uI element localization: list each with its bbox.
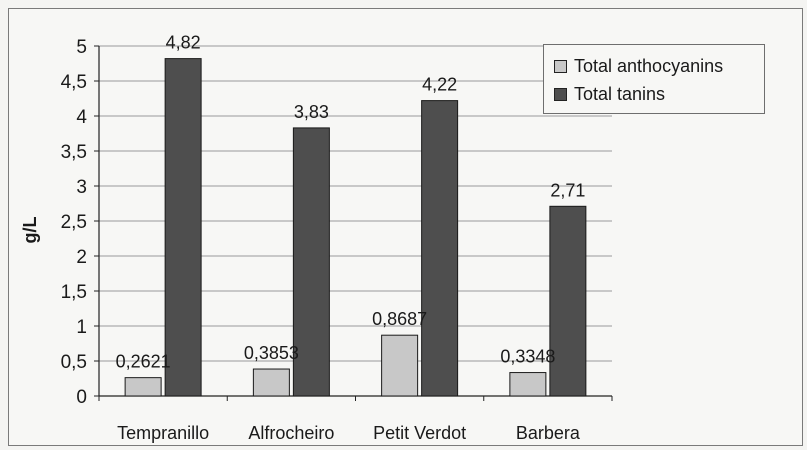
y-tick-label: 1,5 [61, 282, 87, 303]
y-tick-label: 5 [76, 37, 87, 58]
legend-label-anthocyanins: Total anthocyanins [574, 55, 724, 76]
bar-anthocyanins [252, 368, 290, 397]
data-labels: 0,2621 4,82 0,3853 3,83 0,8687 4,22 0,3348 2,71 [116, 33, 586, 372]
bar-tanins [421, 100, 459, 397]
bars [124, 58, 587, 397]
bar-anthocyanins [381, 334, 419, 397]
y-tick-label: 1 [76, 317, 87, 338]
legend-item-tanins: Total tanins [554, 82, 665, 106]
y-tick-label: 0,5 [61, 352, 87, 373]
y-tick-label: 2,5 [61, 212, 87, 233]
axes: 0 0,5 1 1,5 2 2,5 3 3,5 4 4,5 5 Tempranillo Alfroche… [61, 37, 613, 443]
bar-tanins [164, 58, 202, 397]
data-label: 4,22 [422, 75, 457, 95]
data-label: 3,83 [294, 102, 329, 122]
bar-anthocyanins [124, 377, 162, 397]
bar-tanins [292, 127, 330, 397]
data-label: 4,82 [166, 33, 201, 53]
x-tick-label: Alfrocheiro [248, 423, 334, 443]
x-tick-label: Tempranillo [117, 423, 209, 443]
bar-anthocyanins [509, 372, 547, 397]
y-tick-label: 4 [76, 107, 87, 128]
x-tick-label: Barbera [516, 423, 581, 443]
y-axis-label: g/L [20, 217, 40, 244]
y-tick-label: 3 [76, 177, 87, 198]
bar-tanins [549, 205, 587, 397]
legend-label-tanins: Total tanins [574, 83, 666, 104]
legend-swatch-anthocyanins [554, 59, 567, 73]
y-tick-label: 3,5 [61, 142, 87, 163]
data-label: 0,3853 [244, 343, 299, 363]
x-tick-label: Petit Verdot [373, 423, 466, 443]
data-label: 0,8687 [372, 309, 427, 329]
legend: Total anthocyanins Total tanins [543, 44, 765, 114]
data-label: 2,71 [550, 180, 585, 200]
legend-swatch-tanins [554, 87, 567, 101]
data-label: 0,3348 [500, 347, 555, 367]
y-tick-label: 0 [76, 387, 87, 408]
legend-item-anthocyanins: Total anthocyanins [554, 54, 723, 78]
y-tick-label: 2 [76, 247, 87, 268]
data-label: 0,2621 [116, 352, 171, 372]
y-tick-label: 4,5 [61, 72, 87, 93]
